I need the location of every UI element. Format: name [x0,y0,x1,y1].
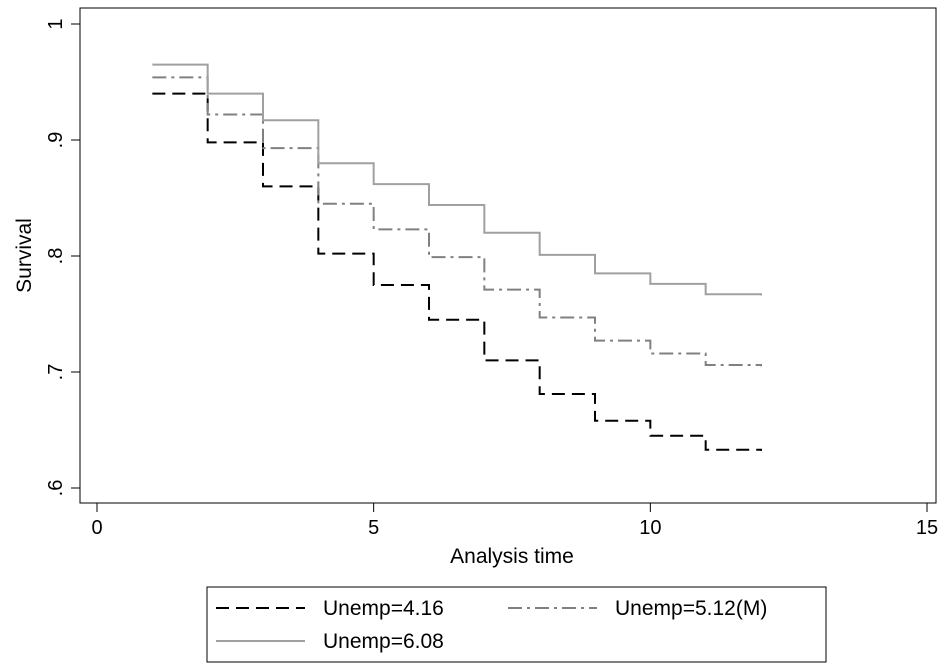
series-line-unemp-5-12-m [152,76,762,367]
x-tick-label: 10 [639,517,661,539]
legend: Unemp=4.16 Unemp=5.12(M) Unemp=6.08 [206,586,827,663]
plot-area [79,7,937,504]
x-axis-title: Analysis time [450,545,574,568]
legend-box [206,586,827,663]
x-tick-label: 0 [91,517,102,539]
y-tick-label: 1 [45,18,67,29]
legend-label-unemp-416: Unemp=4.16 [323,597,444,620]
y-tick-label: .7 [45,364,67,381]
y-tick-label: .9 [45,132,67,149]
axes-layer: 0 5 10 15 .6 .7 .8 .9 1 [45,18,938,539]
series-line-unemp-6-08 [152,63,762,296]
series-line-unemp-4-16 [152,92,762,451]
plot-frame [79,7,937,504]
series-layer [152,63,762,451]
legend-label-unemp-512: Unemp=5.12(M) [615,597,767,620]
legend-label-unemp-608: Unemp=6.08 [323,630,444,653]
y-tick-label: .8 [45,248,67,265]
y-axis-title: Survival [13,218,36,293]
x-tick-label: 5 [368,517,379,539]
x-tick-label: 15 [916,517,938,539]
y-tick-label: .6 [45,480,67,497]
